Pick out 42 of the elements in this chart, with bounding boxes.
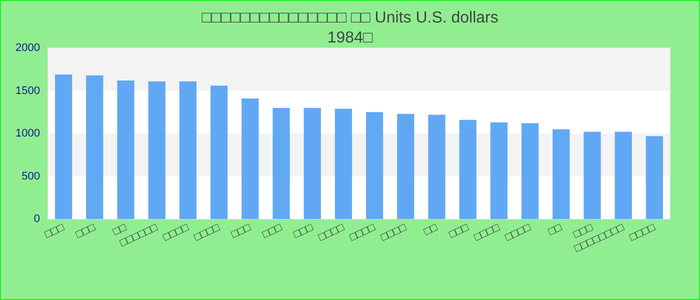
bar — [584, 132, 601, 219]
x-tick-label: □□□ — [74, 221, 98, 241]
x-tick-label: □□□□ — [316, 221, 346, 244]
bar — [55, 74, 72, 219]
x-tick-label: □□□□ — [192, 221, 222, 244]
bar — [397, 114, 414, 219]
bar — [366, 112, 384, 219]
bar — [552, 129, 570, 219]
bar — [179, 81, 197, 219]
y-tick-label: 2000 — [16, 42, 40, 54]
x-tick-label: □□□ — [230, 221, 254, 241]
x-tick-label: □□□□ — [472, 221, 502, 244]
y-tick-label: 1500 — [16, 84, 40, 97]
bar — [242, 98, 259, 219]
x-tick-label: □□□□ — [503, 221, 533, 244]
x-tick-label: □□□ — [292, 221, 316, 241]
x-tick-label: □□□□ — [161, 221, 191, 244]
x-tick-label: □□□□ — [348, 221, 378, 244]
x-tick-label: □□□□ — [628, 221, 658, 244]
bar — [521, 123, 539, 219]
bar — [490, 122, 508, 219]
x-tick-label: □□ — [422, 221, 440, 238]
bar — [334, 108, 352, 219]
bar — [148, 81, 166, 219]
y-tick-label: 500 — [22, 170, 40, 182]
x-tick-label: □□ — [546, 221, 564, 238]
bar — [86, 75, 104, 219]
bar — [428, 114, 446, 219]
bar — [459, 120, 476, 219]
chart-title: □□□□□□□□□□□□□□□ □□ Units U.S. dollars 1984□ — [202, 10, 498, 46]
y-tick-label: 1000 — [16, 128, 40, 140]
bar — [304, 108, 321, 219]
bar — [614, 132, 632, 219]
x-tick-label: □□□ — [447, 221, 471, 241]
bar — [272, 108, 290, 219]
x-tick-label: □□□□ — [379, 221, 409, 244]
y-tick-label: 0 — [34, 213, 40, 225]
bar — [210, 86, 228, 219]
x-tick-label: □□□ — [260, 221, 284, 241]
x-tick-label: □□□ — [42, 221, 66, 241]
bar — [646, 136, 664, 219]
bar — [117, 80, 134, 219]
